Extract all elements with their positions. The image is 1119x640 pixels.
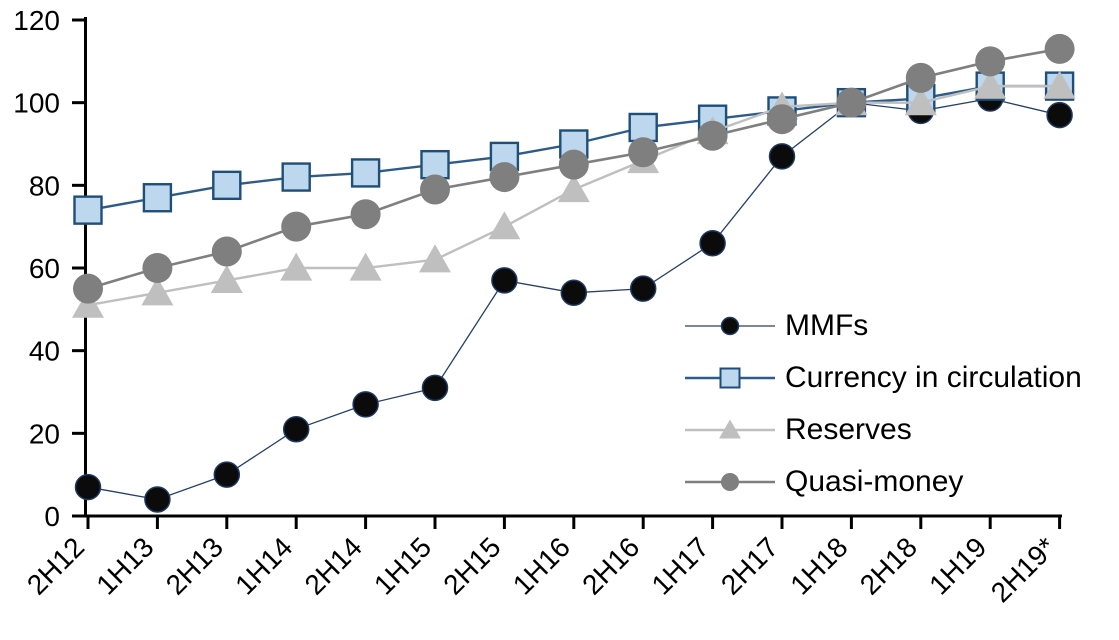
marker-quasi-money [767, 104, 797, 135]
y-axis-tick-label: 20 [29, 418, 60, 449]
marker-mmfs [74, 473, 102, 501]
x-axis-tick-label: 2H18 [854, 531, 923, 600]
marker-quasi-money [558, 149, 589, 180]
marker-quasi-money [697, 120, 728, 151]
y-axis-tick-label: 80 [29, 170, 60, 201]
marker-quasi-money [73, 273, 103, 304]
marker-quasi-money [1044, 33, 1075, 64]
marker-quasi-money [489, 162, 520, 193]
legend-label-currency: Currency in circulation [785, 361, 1082, 394]
quasi-money-marker-icon [685, 473, 775, 491]
marker-quasi-money [905, 62, 936, 93]
marker-quasi-money [211, 236, 242, 267]
reserves-marker-icon [685, 419, 775, 439]
legend-item-currency: Currency in circulation [685, 352, 1082, 404]
x-axis-tick-label: 2H17 [715, 531, 784, 600]
marker-currency-in-circulation [142, 183, 173, 213]
x-axis-tick-label: 2H12 [21, 531, 90, 600]
marker-reserves [280, 252, 313, 281]
marker-quasi-money [142, 253, 173, 283]
y-axis-tick-label: 100 [13, 88, 60, 119]
x-axis-tick-label: 2H16 [576, 531, 645, 600]
marker-mmfs [560, 279, 588, 307]
marker-mmfs [629, 275, 657, 302]
marker-currency-in-circulation [281, 162, 311, 192]
x-axis-tick-label: 1H14 [229, 531, 298, 600]
x-axis-tick-label: 1H19 [923, 531, 992, 600]
marker-currency-in-circulation [420, 149, 450, 180]
y-axis-tick-label: 120 [13, 5, 60, 36]
marker-reserves [419, 244, 451, 273]
marker-mmfs [699, 229, 726, 257]
legend-item-reserves: Reserves [685, 404, 1082, 456]
marker-mmfs [352, 391, 379, 418]
legend-label-quasi-money: Quasi-money [785, 465, 964, 498]
marker-reserves [557, 174, 590, 203]
marker-quasi-money [836, 87, 867, 118]
legend-label-reserves: Reserves [785, 413, 912, 446]
marker-mmfs [282, 415, 310, 443]
marker-quasi-money [975, 46, 1006, 77]
marker-reserves [72, 289, 104, 318]
x-axis-tick-label: 2H13 [160, 531, 229, 600]
x-axis-tick-label: 1H13 [90, 531, 159, 600]
marker-mmfs [491, 267, 518, 294]
y-axis-tick-label: 60 [29, 253, 60, 284]
marker-currency-in-circulation [628, 112, 658, 143]
mmfs-marker-icon [685, 316, 775, 336]
x-axis-tick-label: 1H17 [646, 531, 715, 600]
x-axis-tick-label: 2H15 [437, 531, 506, 600]
x-axis-tick-label: 1H15 [368, 531, 437, 600]
marker-currency-in-circulation [212, 170, 242, 201]
marker-quasi-money [350, 199, 381, 230]
marker-mmfs [213, 461, 241, 488]
marker-quasi-money [281, 211, 312, 242]
marker-reserves [974, 70, 1007, 99]
marker-reserves [1043, 70, 1076, 99]
marker-currency-in-circulation [73, 195, 103, 225]
marker-reserves [904, 87, 937, 116]
marker-quasi-money [628, 137, 659, 168]
legend-item-quasi-money: Quasi-money [685, 456, 1082, 508]
x-axis-tick-label: 1H16 [507, 531, 576, 600]
x-axis-tick-label: 2H19* [985, 531, 1062, 608]
marker-mmfs [144, 486, 171, 513]
marker-mmfs [768, 143, 796, 170]
marker-reserves [349, 252, 382, 281]
marker-currency-in-circulation [350, 158, 381, 188]
legend-item-mmfs: MMFs [685, 300, 1082, 352]
chart-legend: MMFs Currency in circulation Reserves Qu… [685, 300, 1082, 508]
marker-reserves [141, 277, 174, 306]
legend-label-mmfs: MMFs [785, 309, 869, 342]
y-axis-tick-label: 40 [29, 336, 60, 367]
marker-mmfs [421, 374, 449, 402]
x-axis-tick-label: 1H18 [784, 531, 853, 600]
marker-quasi-money [420, 174, 450, 205]
marker-mmfs [1046, 101, 1073, 129]
x-axis-tick-label: 2H14 [299, 531, 368, 600]
marker-reserves [210, 265, 243, 293]
marker-reserves [488, 211, 521, 240]
currency-marker-icon [685, 367, 775, 389]
y-axis-tick-label: 0 [44, 501, 60, 532]
